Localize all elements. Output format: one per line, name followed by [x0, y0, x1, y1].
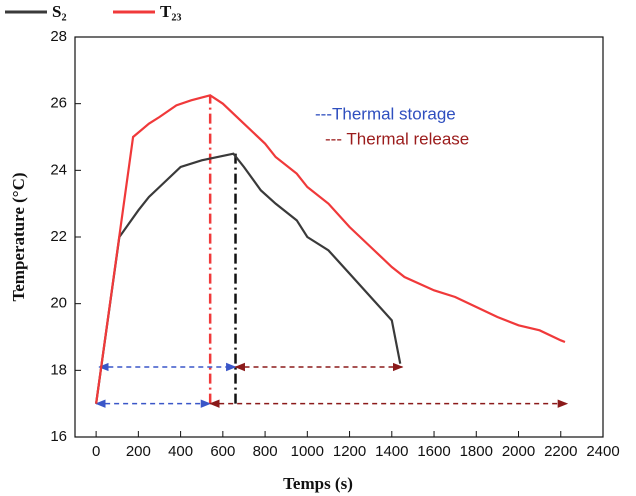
y-tick-label: 16: [50, 428, 67, 445]
y-tick-label: 26: [50, 95, 67, 112]
x-tick-label: 2400: [586, 443, 619, 460]
x-tick-label: 1600: [417, 443, 450, 460]
y-tick-label: 18: [50, 361, 67, 378]
x-tick-label: 1000: [291, 443, 324, 460]
x-tick-label: 600: [210, 443, 235, 460]
x-tick-label: 2000: [502, 443, 535, 460]
annotation: ---Thermal storage: [315, 104, 456, 123]
y-tick-label: 20: [50, 295, 67, 312]
x-tick-label: 200: [126, 443, 151, 460]
series-line: [95, 94, 566, 404]
x-tick-label: 1800: [460, 443, 493, 460]
legend-label: T₂₃: [160, 2, 182, 21]
annotation: --- Thermal release: [325, 129, 469, 148]
x-tick-label: 1200: [333, 443, 366, 460]
y-tick-label: 22: [50, 228, 67, 245]
x-tick-label: 400: [168, 443, 193, 460]
y-tick-label: 24: [50, 161, 67, 178]
y-tick-label: 28: [50, 28, 67, 45]
x-tick-label: 0: [92, 443, 100, 460]
y-axis-label: Temperature (°C): [9, 172, 28, 301]
x-tick-label: 1400: [375, 443, 408, 460]
x-tick-label: 800: [253, 443, 278, 460]
x-tick-label: 2200: [544, 443, 577, 460]
series-line: [95, 152, 402, 404]
legend-label: S₂: [52, 2, 67, 21]
x-axis-label: Temps (s): [283, 474, 353, 493]
plot-frame: [74, 36, 604, 438]
